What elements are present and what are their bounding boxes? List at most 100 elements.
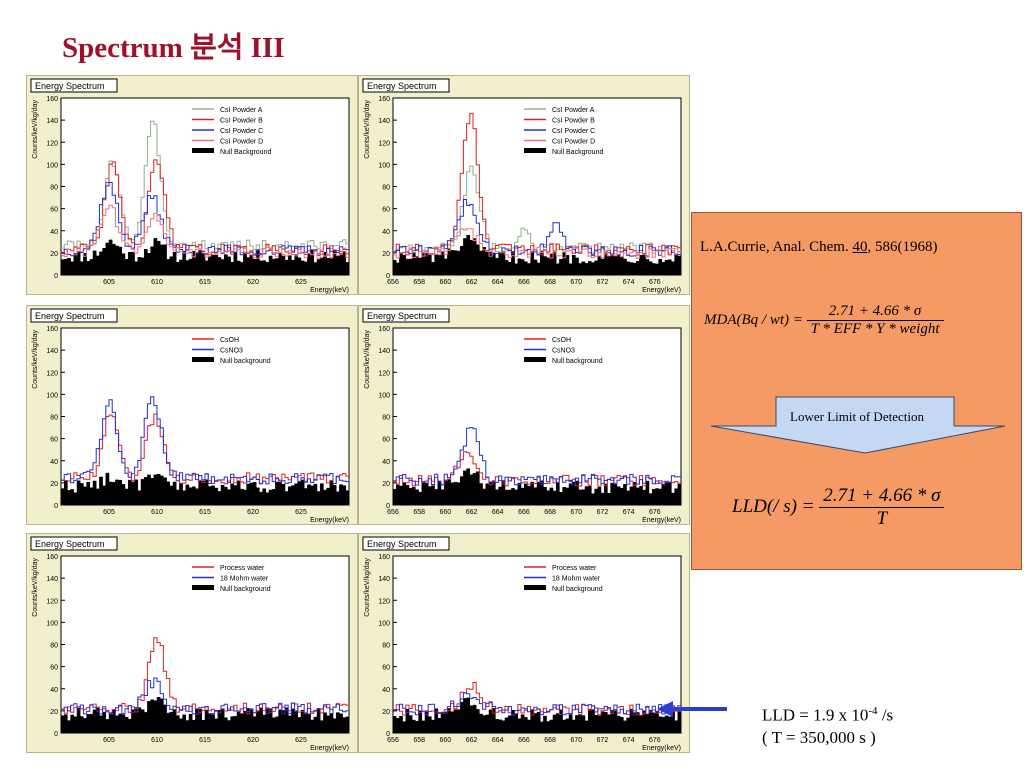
- x-tick-label: 666: [518, 737, 530, 744]
- chart-title: Energy Spectrum: [367, 539, 437, 549]
- series-histogram-4: [393, 228, 681, 259]
- chart-title: Energy Spectrum: [35, 539, 105, 549]
- x-tick-label: 670: [570, 737, 582, 744]
- x-tick-label: 668: [544, 509, 556, 516]
- x-axis-label: Energy(keV): [642, 517, 681, 524]
- x-tick-label: 666: [518, 509, 530, 516]
- lld-denominator: T: [876, 508, 888, 529]
- x-tick-label: 656: [387, 737, 399, 744]
- y-tick-label: 60: [50, 207, 58, 214]
- spectrum-chart-1: Energy Spectrum 0 20 40 60 80 100 120 140 160 605 6…: [30, 78, 350, 294]
- y-tick-label: 40: [382, 459, 390, 466]
- x-tick-label: 664: [492, 737, 504, 744]
- x-tick-label: 672: [597, 279, 609, 286]
- x-tick-label: 674: [623, 509, 635, 516]
- spectrum-panel-5: Energy Spectrum 0 20 40 60 80 100 120 140 160 605 6…: [26, 533, 358, 753]
- legend-label: Null background: [220, 358, 271, 365]
- y-tick-label: 120: [46, 140, 58, 147]
- x-tick-label: 620: [247, 509, 259, 516]
- x-tick-label: 674: [623, 737, 635, 744]
- reference-citation: L.A.Currie, Anal. Chem. 40, 586(1968): [700, 239, 937, 256]
- x-tick-label: 620: [247, 737, 259, 744]
- legend-label: 18 Mohm water: [552, 576, 601, 583]
- spectrum-panel-1: Energy Spectrum 0 20 40 60 80 100 120 140 160 605 6…: [26, 75, 358, 295]
- x-tick-label: 662: [466, 279, 478, 286]
- y-tick-label: 20: [382, 709, 390, 716]
- y-tick-label: 40: [50, 687, 58, 694]
- mda-denominator: T * EFF * Y * weight: [810, 321, 940, 337]
- legend-label: CsI Powder A: [220, 107, 263, 114]
- chart-title-box: [30, 536, 118, 551]
- x-tick-label: 664: [492, 279, 504, 286]
- x-tick-label: 660: [440, 509, 452, 516]
- y-tick-label: 0: [54, 731, 58, 738]
- legend-label: Null background: [552, 586, 603, 593]
- y-tick-label: 120: [378, 370, 390, 377]
- x-tick-label: 610: [151, 737, 163, 744]
- spectrum-panel-6: Energy Spectrum 0 20 40 60 80 100 120 140 160 656 6…: [358, 533, 690, 753]
- y-tick-label: 120: [378, 598, 390, 605]
- down-arrow-callout: [710, 396, 1006, 454]
- y-axis-label: Counts/keV/kg/day: [364, 100, 371, 159]
- x-axis-label: Energy(keV): [310, 517, 349, 524]
- x-tick-label: 625: [295, 279, 307, 286]
- reference-authors: L.A.Currie, Anal. Chem.: [700, 239, 853, 255]
- legend-swatch: [192, 148, 214, 153]
- x-tick-label: 660: [440, 737, 452, 744]
- series-histogram-2: [61, 396, 349, 485]
- spectrum-panel-4: Energy Spectrum 0 20 40 60 80 100 120 140 160 656 6…: [358, 305, 690, 525]
- lld-result-prefix: LLD = 1.9 x 10: [762, 705, 869, 725]
- x-tick-label: 658: [413, 279, 425, 286]
- lld-result-line2: ( T = 350,000 s ): [762, 727, 876, 747]
- x-tick-label: 615: [199, 279, 211, 286]
- formula-box: L.A.Currie, Anal. Chem. 40, 586(1968) MD…: [691, 212, 1022, 570]
- chart-title: Energy Spectrum: [367, 311, 437, 321]
- legend-label: Process water: [220, 565, 265, 572]
- null-background-histogram: [392, 697, 682, 734]
- lld-result: LLD = 1.9 x 10-4 /s ( T = 350,000 s ): [762, 700, 893, 749]
- y-tick-label: 120: [46, 370, 58, 377]
- y-tick-label: 80: [382, 185, 390, 192]
- y-axis-label: Counts/keV/kg/day: [364, 330, 371, 389]
- null-background-histogram: [392, 235, 682, 276]
- chart-title-box: [30, 308, 118, 323]
- lld-lhs: LLD(/ s) =: [732, 495, 820, 517]
- legend-label: Process water: [552, 565, 597, 572]
- x-tick-label: 620: [247, 279, 259, 286]
- y-tick-label: 160: [46, 326, 58, 333]
- lower-limit-label: Lower Limit of Detection: [790, 409, 924, 424]
- x-tick-label: 660: [440, 279, 452, 286]
- y-tick-label: 140: [378, 576, 390, 583]
- lld-numerator: 2.71 + 4.66 * σ: [819, 485, 945, 508]
- y-axis-label: Counts/keV/kg/day: [32, 100, 39, 159]
- series-histogram-4: [61, 204, 349, 259]
- y-tick-label: 80: [50, 643, 58, 650]
- x-tick-label: 605: [103, 737, 115, 744]
- y-tick-label: 140: [46, 118, 58, 125]
- x-tick-label: 615: [199, 737, 211, 744]
- y-tick-label: 100: [46, 620, 58, 627]
- y-tick-label: 20: [382, 251, 390, 258]
- legend-swatch: [192, 585, 214, 590]
- series-histogram-2: [393, 692, 681, 716]
- y-tick-label: 60: [382, 665, 390, 672]
- legend-label: Null background: [552, 358, 603, 365]
- y-axis-label: Counts/keV/kg/day: [32, 330, 39, 389]
- mda-lhs: MDA(Bq / wt) =: [704, 311, 807, 328]
- y-tick-label: 80: [382, 415, 390, 422]
- legend-label: CsNO3: [552, 348, 575, 355]
- x-tick-label: 610: [151, 279, 163, 286]
- histogram-group: [60, 396, 350, 506]
- chart-title-box: [362, 308, 450, 323]
- y-tick-label: 40: [382, 687, 390, 694]
- y-tick-label: 60: [50, 437, 58, 444]
- y-tick-label: 80: [50, 415, 58, 422]
- spectrum-chart-3: Energy Spectrum 0 20 40 60 80 100 120 140 160 605 6…: [30, 308, 350, 524]
- legend-label: Null background: [220, 586, 271, 593]
- x-axis-label: Energy(keV): [642, 745, 681, 752]
- y-tick-label: 100: [46, 392, 58, 399]
- chart-title-box: [30, 78, 118, 93]
- slide-title: Spectrum 분석 III: [62, 32, 285, 64]
- y-tick-label: 60: [382, 437, 390, 444]
- histogram-group: [60, 120, 350, 276]
